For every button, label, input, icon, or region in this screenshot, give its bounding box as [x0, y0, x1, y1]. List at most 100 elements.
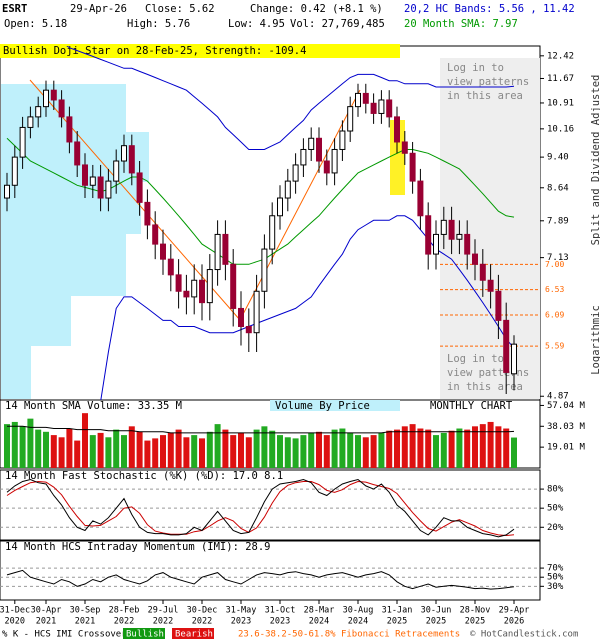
bullish-label: Bullish — [126, 630, 164, 640]
candle-body — [74, 141, 81, 166]
candle-body — [230, 263, 237, 309]
vbp-label-bg — [270, 400, 400, 411]
x-tick-label: 2022 — [114, 617, 134, 627]
volume-bar — [409, 424, 416, 468]
volume-bar — [479, 424, 486, 468]
x-tick-label: 2022 — [153, 617, 173, 627]
volume-bar — [4, 424, 10, 468]
y-tick-label: 30% — [547, 582, 564, 592]
x-tick-label: 29-Jul — [148, 606, 179, 616]
candle-body — [370, 102, 377, 114]
copyright: © HotCandlestick.com — [470, 630, 578, 640]
login-shade — [440, 58, 540, 399]
volume-bar — [160, 435, 166, 468]
candle-body — [362, 92, 369, 104]
candle-body — [152, 224, 159, 245]
candle-body — [206, 269, 213, 304]
imi-line — [6, 569, 515, 590]
volume-bar — [230, 435, 237, 468]
volume-bar — [89, 435, 96, 468]
x-tick-label: 28-Nov — [460, 606, 491, 616]
candle-body — [495, 290, 502, 321]
sma-line — [6, 137, 515, 265]
candle-body — [355, 92, 361, 108]
x-tick-label: 2025 — [387, 617, 407, 627]
candle-body — [245, 325, 252, 334]
candle-body — [433, 233, 439, 255]
volume-bar — [401, 426, 408, 468]
stoch-title: 14 Month Fast Stochastic (%K) (%D): 17.0… — [5, 470, 283, 482]
volume-bar — [362, 437, 369, 468]
x-tick-label: 28-Feb — [109, 606, 140, 616]
x-tick-label: 2021 — [75, 617, 95, 627]
date: 29-Apr-26 — [70, 3, 127, 15]
volume-bar — [433, 435, 439, 468]
x-tick-label: 2022 — [192, 617, 212, 627]
x-tick-label: 30-Dec — [187, 606, 218, 616]
candle-body — [222, 233, 229, 265]
y-tick-label: 7.89 — [547, 216, 569, 226]
candle-body — [175, 274, 182, 292]
fib-label: 7.00 — [545, 260, 564, 269]
x-tick-label: 31-Jan — [382, 606, 413, 616]
candle-body — [128, 145, 135, 174]
x-tick-label: 30-Jun — [421, 606, 452, 616]
y-tick-label: 7.13 — [547, 253, 569, 263]
y-tick-label: 50% — [547, 504, 564, 514]
volume-bar — [292, 438, 299, 468]
volume-bar — [503, 428, 510, 468]
volume-bar — [27, 418, 34, 468]
volume-bar — [66, 428, 73, 468]
upper-band — [66, 46, 515, 150]
candle-body — [50, 89, 57, 101]
y-tick-label: 8.64 — [547, 183, 569, 193]
volume-bar — [394, 429, 400, 468]
candle-body — [472, 253, 478, 265]
stoch-k — [6, 478, 515, 538]
fib-label: 5.59 — [545, 342, 564, 351]
volume-bar — [448, 430, 455, 468]
volume-bar — [238, 432, 244, 468]
high: High: 5.76 — [127, 18, 190, 30]
candle-body — [105, 180, 112, 199]
candle-body — [479, 263, 486, 281]
pattern-box — [0, 44, 400, 58]
y-tick-label: 12.42 — [547, 51, 574, 61]
candle-body — [82, 164, 88, 186]
candle-body — [487, 279, 494, 292]
candle-body — [27, 116, 34, 128]
candle-body — [121, 145, 127, 162]
volume-bar — [339, 428, 346, 468]
x-tick-label: 2025 — [426, 617, 446, 627]
y-tick-label: 50% — [547, 573, 564, 583]
x-tick-label: 31-Oct — [265, 606, 296, 616]
candle-body — [417, 180, 424, 217]
candle-body — [308, 137, 315, 150]
candle-body — [136, 172, 143, 203]
volume-bar — [495, 426, 502, 468]
candle-body — [4, 184, 10, 199]
volume-bar — [347, 432, 354, 468]
monthly-label: MONTHLY CHART — [430, 400, 513, 412]
close: Close: 5.62 — [145, 3, 215, 15]
candle-body — [409, 152, 416, 182]
candle-body — [448, 219, 455, 240]
x-tick-label: 29-Apr — [499, 606, 530, 616]
imi-title: 14 Month HCS Intraday Momentum (IMI): 28… — [5, 541, 271, 553]
login-line: Log in to — [447, 353, 504, 365]
volume-bar — [128, 426, 135, 468]
volume-bar — [43, 431, 49, 468]
candle-body — [214, 233, 221, 271]
x-tick-label: 2020 — [5, 617, 25, 627]
volume-bar — [175, 429, 182, 468]
y-tick-label: 11.67 — [547, 74, 574, 84]
x-tick-label: 2021 — [36, 617, 56, 627]
vbp-label: Volume By Price — [275, 400, 370, 412]
y-tick-label: 57.04 M — [547, 401, 586, 411]
volume-bar — [121, 435, 127, 468]
volume-bar — [370, 435, 377, 468]
candle-body — [35, 106, 42, 118]
x-tick-label: 2025 — [465, 617, 485, 627]
login-line: in this area — [447, 381, 523, 393]
